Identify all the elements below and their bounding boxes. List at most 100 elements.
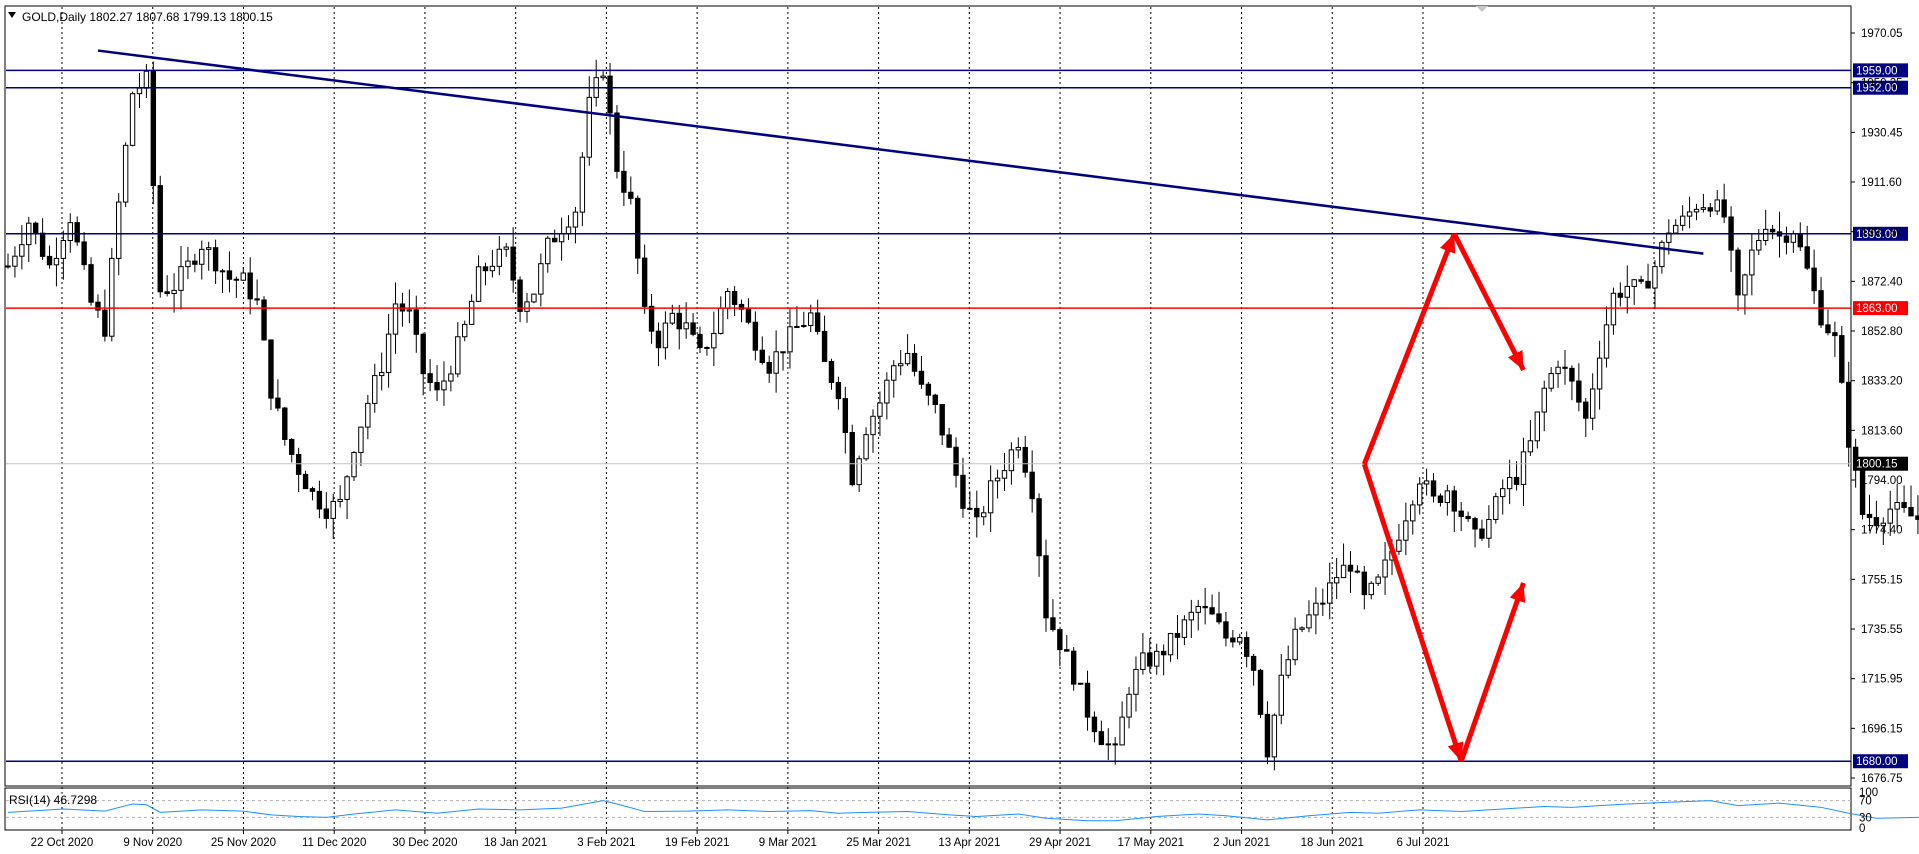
candle — [1652, 260, 1658, 310]
candle-body — [109, 257, 115, 337]
candle — [289, 438, 295, 463]
candle-body — [136, 87, 143, 95]
candle-body — [1534, 411, 1541, 442]
candle-body — [323, 508, 330, 519]
candle-body — [1666, 232, 1672, 243]
candle — [738, 299, 745, 323]
scroll-marker-icon[interactable] — [1476, 6, 1488, 12]
candle-body — [669, 312, 676, 324]
x-tick-label: 29 Apr 2021 — [1029, 837, 1091, 849]
candle — [1825, 309, 1831, 336]
candle-body — [116, 201, 122, 259]
candle-body — [981, 512, 987, 518]
candle — [1458, 502, 1464, 532]
candle — [1569, 365, 1575, 401]
candle — [1001, 452, 1008, 491]
candle — [178, 245, 184, 310]
candle-body — [178, 266, 184, 291]
candle-body — [337, 498, 343, 502]
candle — [1714, 190, 1720, 215]
candle — [1382, 542, 1388, 595]
chart-menu-triangle-icon[interactable] — [8, 12, 16, 18]
candle — [648, 293, 655, 344]
candle-body — [814, 312, 821, 332]
candle-body — [1001, 470, 1008, 479]
candle — [226, 251, 233, 293]
candle — [925, 381, 932, 406]
candle-body — [1679, 215, 1686, 226]
candle-body — [434, 382, 440, 391]
candle — [1250, 654, 1257, 686]
time-axis[interactable]: 22 Oct 2020 9 Nov 2020 25 Nov 2020 11 Dec 2… — [31, 830, 1450, 849]
candle-body — [1361, 571, 1368, 596]
candle-body — [1416, 483, 1423, 506]
candle — [676, 304, 682, 350]
level-price-label: 1952.00 — [1856, 83, 1898, 95]
x-tick-label: 25 Mar 2021 — [846, 837, 911, 849]
candle — [1147, 637, 1153, 673]
candle — [538, 253, 544, 307]
candle-body — [1915, 515, 1919, 520]
candle-body — [1506, 476, 1513, 490]
candle — [60, 230, 67, 280]
candle — [1237, 633, 1243, 646]
candle — [877, 391, 883, 437]
candle-body — [1382, 559, 1388, 578]
candle-body — [662, 322, 669, 349]
candle-body — [1154, 650, 1160, 667]
candle-body — [1299, 627, 1305, 630]
candle — [1043, 539, 1049, 632]
candle-body — [1119, 716, 1125, 746]
candle — [953, 437, 959, 488]
candle-body — [1721, 199, 1727, 218]
candle — [212, 239, 219, 284]
candle-body — [718, 307, 724, 334]
projection-arrow-head — [1447, 741, 1464, 762]
candle-body — [392, 303, 399, 335]
candle — [1403, 502, 1409, 556]
candle — [330, 493, 336, 540]
candle-body — [877, 402, 883, 417]
drawn-levels: 1959.00 1952.00 1893.00 1863.00 1680.00 1800.… — [6, 49, 1908, 769]
candle-body — [1375, 576, 1381, 584]
candle-body — [122, 144, 129, 203]
candle-body — [635, 197, 641, 259]
candle-body — [953, 446, 959, 476]
candle-body — [551, 237, 558, 243]
candle-body — [1762, 228, 1769, 241]
candle-body — [74, 222, 80, 243]
candle — [641, 244, 648, 314]
price-axis[interactable]: 1970.05 1950.25 1930.45 1911.60 1891.80 1872.… — [1851, 28, 1903, 785]
candle-body — [1479, 528, 1485, 539]
candle-body — [372, 375, 378, 404]
y-tick-label: 1696.15 — [1861, 723, 1903, 735]
candle — [1583, 398, 1589, 437]
candle — [1500, 479, 1506, 515]
chart-title: GOLD,Daily 1802.27 1807.68 1799.13 1800.… — [22, 10, 273, 24]
candle-body — [212, 247, 219, 272]
candle — [780, 351, 786, 371]
candle — [1901, 485, 1907, 513]
candle — [192, 253, 198, 273]
candle-body — [489, 265, 496, 272]
candle — [1624, 265, 1630, 314]
rsi-panel[interactable] — [4, 787, 1852, 831]
candle — [164, 275, 170, 297]
candle-body — [1465, 515, 1471, 520]
candle-body — [614, 112, 620, 172]
candle-body — [690, 322, 696, 335]
candle-body — [496, 248, 503, 267]
candle — [1292, 617, 1298, 666]
candle — [441, 361, 447, 406]
candle-body — [12, 255, 18, 267]
candle-body — [1368, 582, 1374, 596]
candle — [1479, 519, 1485, 541]
current-price-label: 1800.15 — [1856, 459, 1898, 471]
x-tick-label: 3 Feb 2021 — [577, 837, 635, 849]
candle — [1285, 645, 1291, 679]
candle — [1866, 494, 1873, 532]
candle-body — [254, 298, 260, 301]
x-tick-label: 18 Jun 2021 — [1301, 837, 1364, 849]
